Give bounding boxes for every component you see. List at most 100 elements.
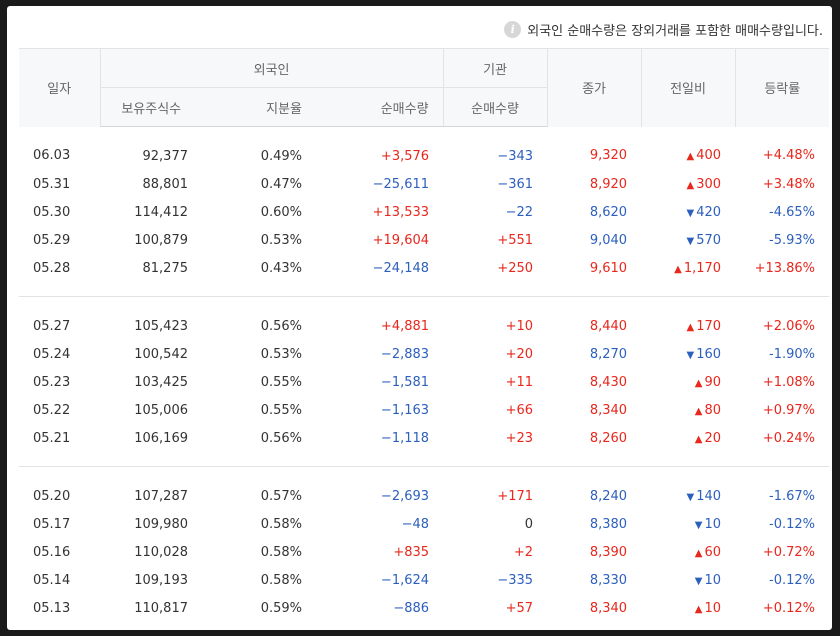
cell-holdings: 100,879 (134, 232, 188, 248)
cell-foreign-net: +13,533 (372, 204, 430, 220)
cell-date: 05.16 (33, 544, 71, 560)
cell-inst-net: +66 (505, 402, 534, 418)
change-value: 10 (704, 516, 722, 532)
cell-close: 9,320 (589, 148, 628, 164)
change-value: 400 (696, 148, 722, 164)
table-row: 05.14 109,193 0.58% −1,624 −335 8,330 ▼ 10 -0.12… (19, 566, 829, 594)
triangle-down-icon: ▼ (694, 519, 703, 531)
change-value: 170 (696, 318, 722, 334)
cell-close: 9,610 (547, 254, 642, 297)
cell-rate: +0.72% (762, 544, 816, 560)
triangle-up-icon: ▲ (694, 377, 703, 389)
cell-close: 8,620 (589, 204, 628, 220)
notice: i 외국인 순매수량은 장외거래를 포함한 매매수량입니다. (504, 18, 823, 40)
cell-holdings: 88,801 (142, 176, 189, 192)
cell-rate: +0.97% (762, 402, 816, 418)
table-row: 05.28 81,275 0.43% −24,148 +250 9,610 ▲ 1,170 +1… (19, 254, 830, 297)
cell-holdings: 109,193 (134, 572, 188, 588)
change-value: 570 (696, 232, 722, 248)
table-row: 05.29 100,879 0.53% +19,604 +551 9,040 ▼ 570 -5.… (19, 226, 829, 254)
cell-rate: +2.06% (762, 318, 816, 334)
triangle-down-icon: ▼ (686, 235, 695, 247)
cell-change: ▲ 300 (641, 170, 735, 198)
cell-holdings: 109,980 (134, 516, 188, 532)
header-inst-net: 순매수량 (442, 87, 548, 127)
cell-change: ▼ 420 (641, 198, 735, 226)
cell-ratio: 0.43% (202, 254, 316, 297)
cell-holdings: 105,006 (134, 402, 188, 418)
table-row: 05.24 100,542 0.53% −2,883 +20 8,270 ▼ 160 -1.90… (19, 340, 829, 368)
cell-date: 05.17 (33, 516, 71, 532)
change-value: 20 (704, 430, 722, 446)
cell-foreign-net: −886 (393, 600, 430, 616)
table-row: 05.20 107,287 0.57% −2,693 +171 8,240 ▼ 140 -1.6… (19, 467, 829, 511)
cell-inst-net: −361 (497, 176, 534, 192)
page-frame: i 외국인 순매수량은 장외거래를 포함한 매매수량입니다. 일자 외국인 기관… (7, 6, 832, 630)
cell-foreign-net: −24,148 (316, 254, 444, 297)
cell-rate: -4.65% (769, 204, 816, 220)
cell-foreign-net: +3,576 (380, 148, 430, 164)
triangle-up-icon: ▲ (686, 179, 695, 191)
cell-date: 05.30 (33, 204, 71, 220)
cell-inst-net: −22 (505, 204, 534, 220)
cell-close: 8,270 (589, 346, 628, 362)
cell-ratio: 0.53% (260, 232, 302, 248)
cell-date: 05.21 (19, 424, 100, 467)
cell-foreign-net: −1,163 (380, 402, 430, 418)
cell-change: ▼ 10 (641, 566, 735, 594)
cell-change: ▲ 90 (641, 368, 735, 396)
cell-ratio: 0.60% (260, 204, 302, 220)
table-row: 05.23 103,425 0.55% −1,581 +11 8,430 ▲ 90 +1.08% (19, 368, 829, 396)
cell-foreign-net: −1,118 (316, 424, 444, 467)
triangle-down-icon: ▼ (686, 207, 695, 219)
change-value: 1,170 (683, 260, 722, 276)
cell-inst-net: −335 (497, 572, 534, 588)
cell-change: ▼ 570 (641, 226, 735, 254)
cell-inst-net: +11 (505, 374, 534, 390)
table-row: 05.22 105,006 0.55% −1,163 +66 8,340 ▲ 80 +0.97% (19, 396, 829, 424)
table-row: 05.16 110,028 0.58% +835 +2 8,390 ▲ 60 +0.72% (19, 538, 829, 566)
cell-holdings: 110,028 (134, 544, 188, 560)
cell-change: ▼ 140 (641, 467, 735, 511)
change-value: 10 (704, 572, 722, 588)
cell-change: ▲ 20 (641, 424, 736, 467)
cell-inst-net: +23 (443, 424, 548, 467)
change-value: 420 (696, 204, 722, 220)
cell-date: 06.03 (33, 148, 71, 164)
cell-change: ▲ 400 (641, 127, 735, 171)
change-value: 160 (696, 346, 722, 362)
cell-close: 8,330 (589, 572, 628, 588)
cell-inst-net: +20 (505, 346, 534, 362)
cell-inst-net: +57 (505, 600, 534, 616)
cell-date: 05.23 (33, 374, 71, 390)
cell-date: 05.31 (33, 176, 71, 192)
cell-foreign-net: −1,581 (380, 374, 430, 390)
cell-holdings: 81,275 (100, 254, 202, 297)
cell-foreign-net: −25,611 (372, 176, 430, 192)
cell-close: 8,920 (589, 176, 628, 192)
cell-inst-net: −343 (497, 148, 534, 164)
header-change: 전일비 (640, 48, 736, 127)
info-icon[interactable]: i (504, 20, 522, 38)
cell-ratio: 0.59% (260, 600, 302, 616)
triangle-up-icon: ▲ (686, 151, 695, 163)
table-header: 일자 외국인 기관 종가 전일비 등락률 보유주식수 지분율 순매수량 순매수량 (19, 48, 830, 127)
cell-ratio: 0.56% (260, 318, 302, 334)
cell-foreign-net: −2,693 (380, 488, 430, 504)
cell-date: 05.22 (33, 402, 71, 418)
cell-close: 8,240 (589, 488, 628, 504)
cell-ratio: 0.58% (260, 572, 302, 588)
table-row: 05.27 105,423 0.56% +4,881 +10 8,440 ▲ 170 +2.06… (19, 297, 829, 341)
cell-close: 8,430 (589, 374, 628, 390)
cell-change: ▲ 10 (641, 594, 735, 630)
trading-table: 일자 외국인 기관 종가 전일비 등락률 보유주식수 지분율 순매수량 순매수량… (19, 48, 830, 631)
cell-change: ▲ 60 (641, 538, 735, 566)
cell-rate: -5.93% (769, 232, 816, 248)
cell-rate: +13.86% (735, 254, 830, 297)
header-close: 종가 (546, 48, 642, 127)
cell-date: 05.24 (33, 346, 71, 362)
cell-inst-net: 0 (524, 516, 534, 532)
table-body: 06.03 92,377 0.49% +3,576 −343 9,320 ▲ 400 +4.48… (19, 127, 830, 631)
cell-holdings: 100,542 (134, 346, 188, 362)
triangle-up-icon: ▲ (694, 547, 703, 559)
